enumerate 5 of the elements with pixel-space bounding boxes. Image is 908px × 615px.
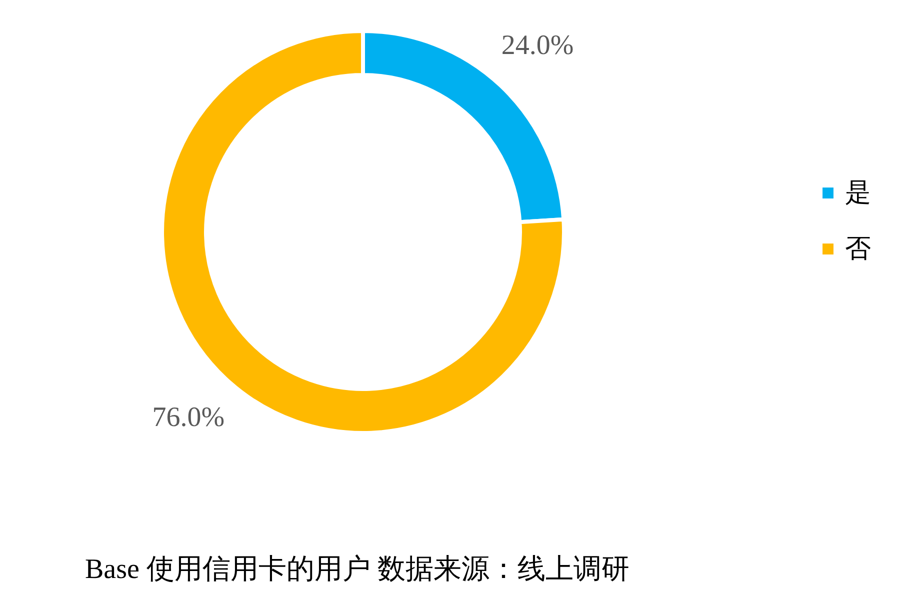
legend-label: 是	[845, 178, 871, 207]
legend-label: 否	[845, 234, 871, 263]
data-label: 76.0%	[152, 402, 225, 433]
data-label: 24.0%	[501, 30, 574, 62]
text: Base 使用信用卡的用户 数据来源：线上调研	[85, 554, 630, 585]
